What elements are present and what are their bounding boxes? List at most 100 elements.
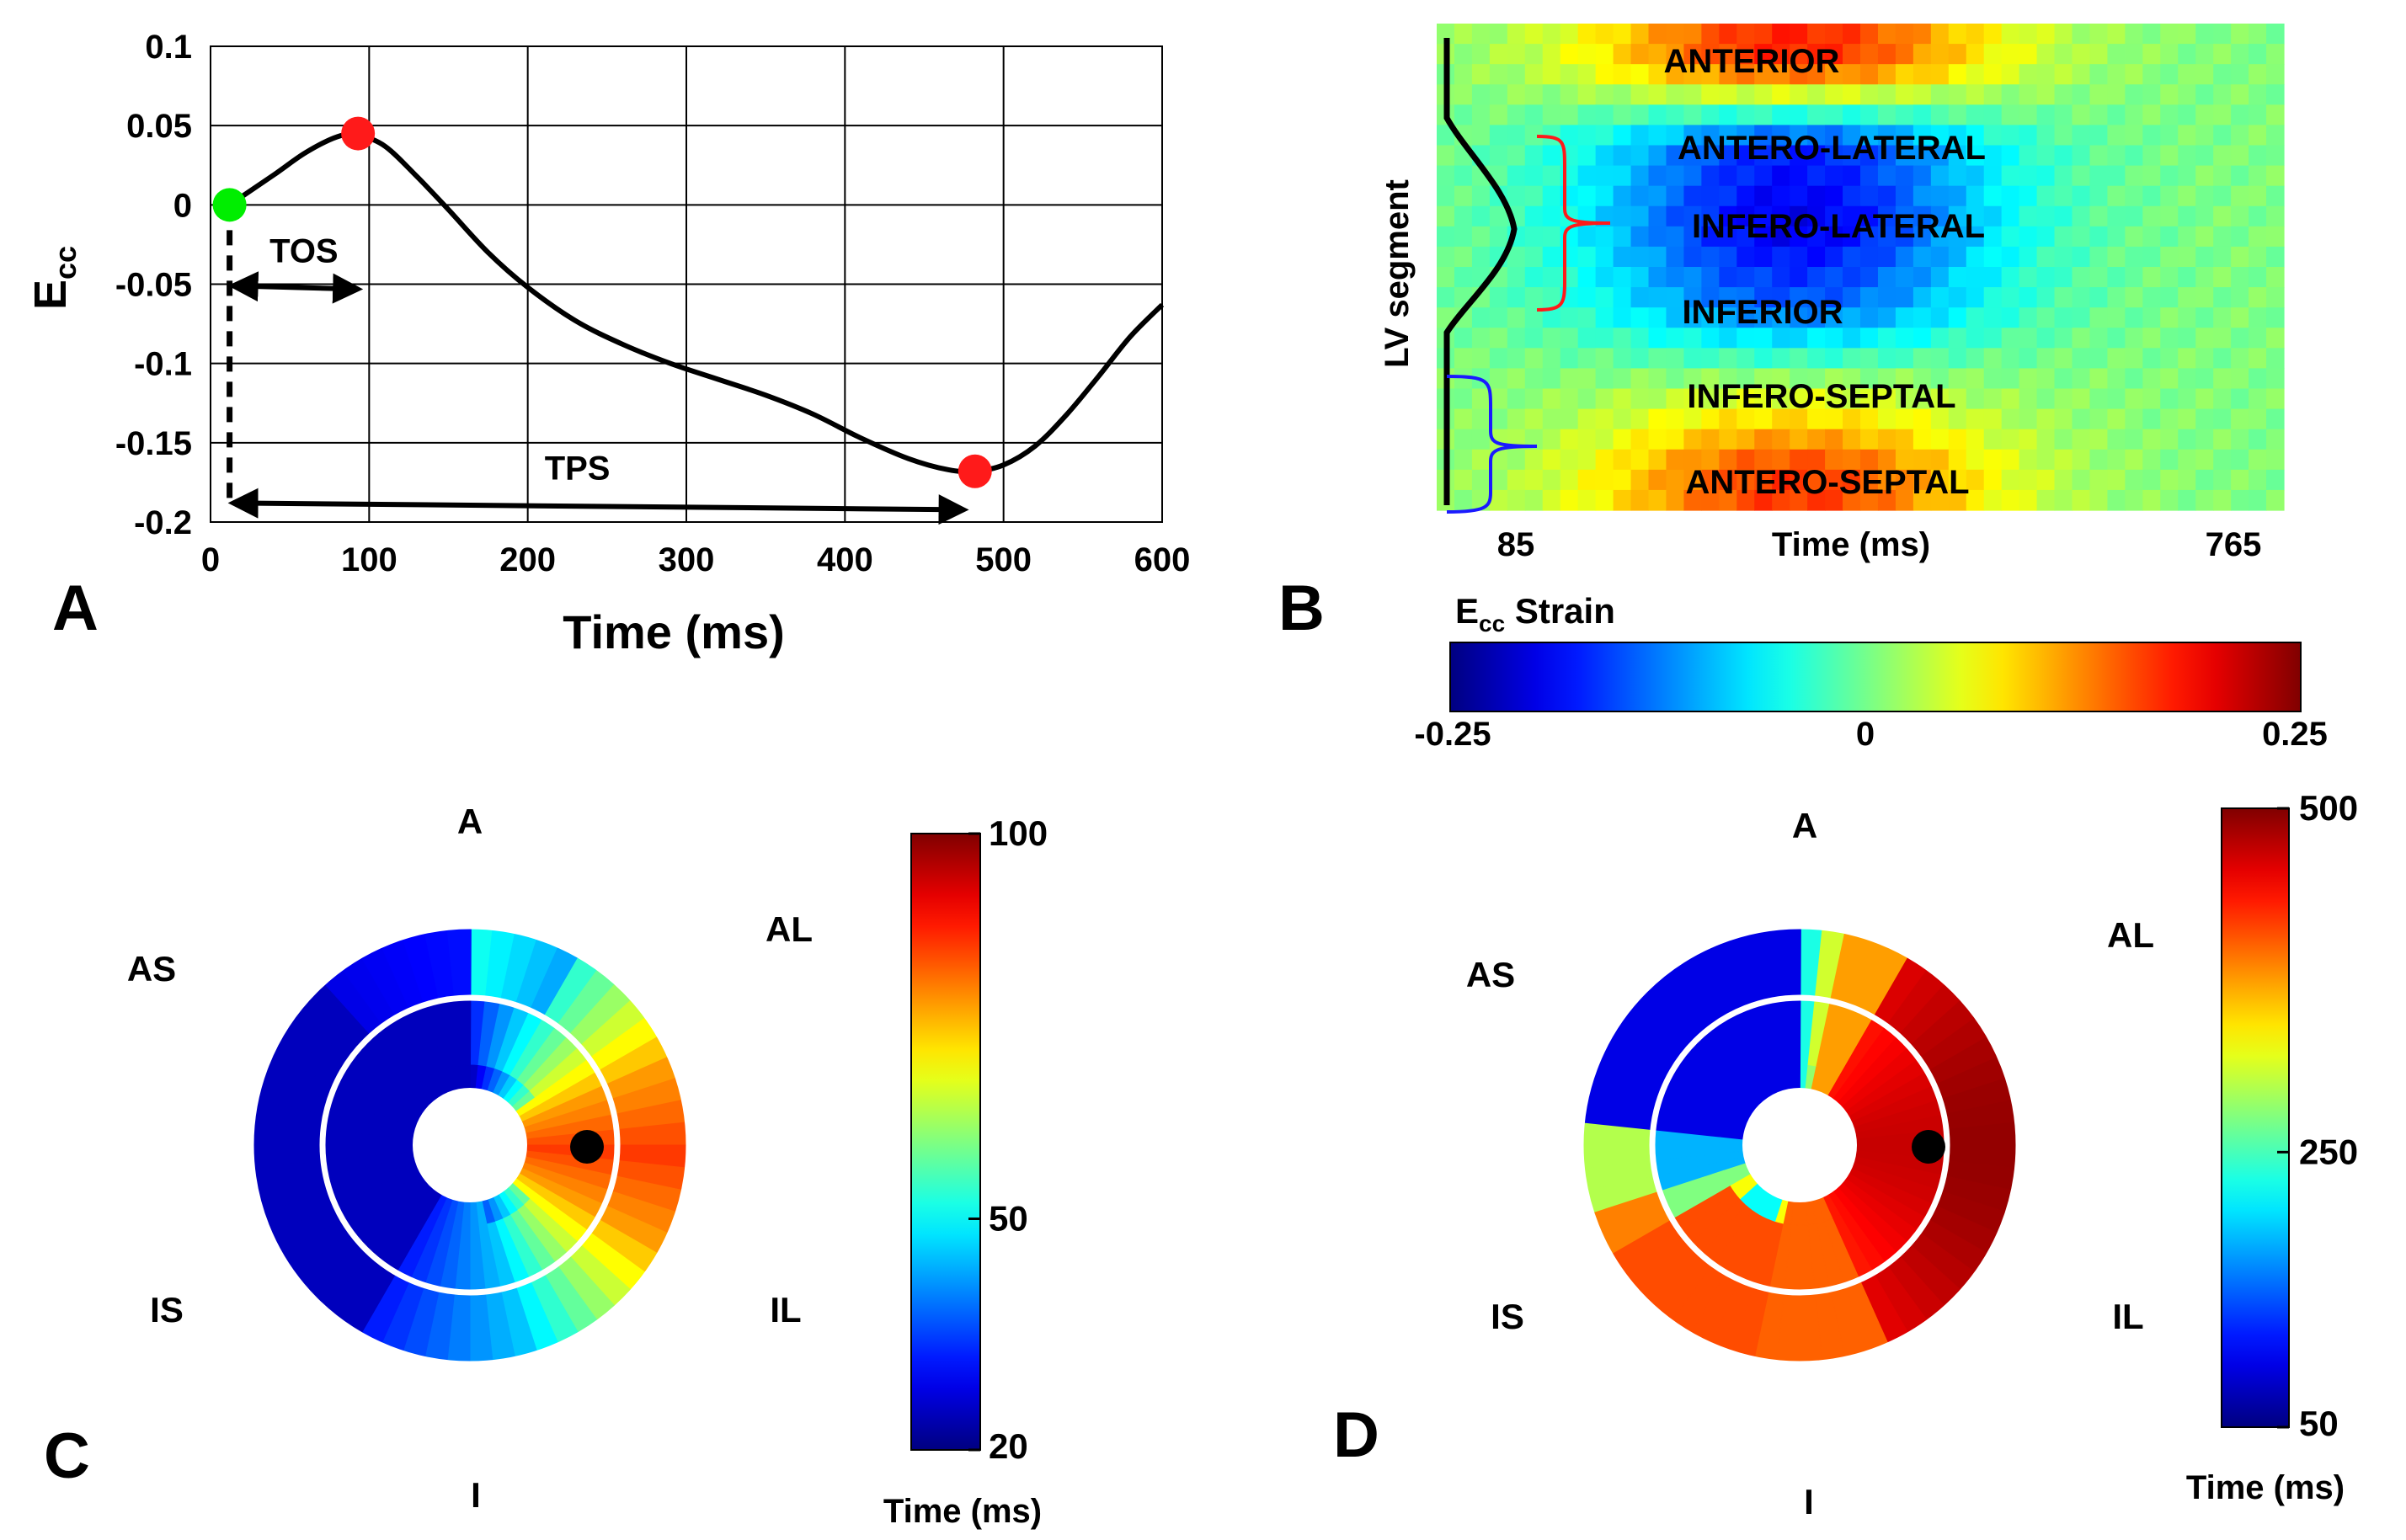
heatmap-cell — [1772, 44, 1790, 65]
heatmap-cell — [1895, 469, 1914, 491]
heatmap-cell — [2072, 388, 2091, 410]
tps-label-infero-lateral: IL — [2112, 1297, 2143, 1336]
heatmap-cell — [2072, 348, 2091, 370]
heatmap-cell — [2213, 104, 2232, 126]
heatmap-cell — [1913, 388, 1932, 410]
heatmap-cell — [2213, 205, 2232, 227]
panel-a-tps-label: TPS — [545, 450, 611, 487]
heatmap-cell — [1701, 307, 1720, 328]
septal-segments-blue-bracket — [1446, 375, 1538, 514]
panel-a-marker-peak-early — [341, 116, 376, 151]
heatmap-cell — [2072, 24, 2091, 45]
heatmap-cell — [1613, 24, 1632, 45]
heatmap-cell — [1630, 408, 1650, 430]
heatmap-cell — [2019, 226, 2038, 248]
colorbar-tick-label: 100 — [989, 813, 1048, 853]
heatmap-cell — [2019, 408, 2038, 430]
heatmap-cell — [1895, 328, 1914, 349]
heatmap-cell — [1772, 84, 1790, 105]
heatmap-cell — [1613, 287, 1632, 308]
heatmap-cell — [1507, 388, 1526, 410]
heatmap-cell — [1719, 246, 1737, 268]
heatmap-cell — [1948, 429, 1967, 450]
heatmap-cell — [2019, 368, 2038, 390]
heatmap-cell — [1913, 307, 1932, 328]
heatmap-cell — [1648, 145, 1667, 167]
heatmap-cell — [1913, 165, 1932, 187]
heatmap-cell — [1489, 145, 1508, 167]
heatmap-cell — [1630, 125, 1650, 147]
heatmap-cell — [2142, 469, 2161, 491]
heatmap-cell — [1683, 165, 1702, 187]
tps-latest-contraction-dot — [1912, 1130, 1945, 1164]
heatmap-cell — [1648, 328, 1667, 349]
heatmap-cell — [1683, 429, 1702, 450]
heatmap-cell — [2001, 388, 2020, 410]
panel-a-x-tick-label: 200 — [499, 541, 556, 578]
heatmap-cell — [2195, 287, 2214, 308]
heatmap-cell — [1595, 185, 1614, 207]
heatmap-cell — [1790, 328, 1808, 349]
heatmap-cell — [1790, 205, 1808, 227]
heatmap-cell — [2072, 429, 2091, 450]
heatmap-cell — [1843, 185, 1861, 207]
heatmap-cell — [1772, 125, 1790, 147]
heatmap-cell — [1577, 328, 1597, 349]
heatmap-cell — [1860, 44, 1879, 65]
heatmap-cell — [2178, 226, 2196, 248]
heatmap-cell — [2054, 408, 2073, 430]
heatmap-cell — [1754, 64, 1773, 85]
panel-a-x-tick-labels: 0 100 200 300 400 500 600 — [201, 541, 1191, 578]
heatmap-cell — [1595, 165, 1614, 187]
heatmap-cell — [1754, 185, 1773, 207]
heatmap-cell — [1807, 429, 1826, 450]
heatmap-cell — [1983, 246, 2003, 268]
heatmap-cell — [2072, 469, 2091, 491]
heatmap-cell — [1807, 185, 1826, 207]
segment-label-anterior: ANTERIOR — [1664, 43, 1840, 80]
heatmap-cell — [2072, 307, 2091, 328]
heatmap-cell — [1701, 469, 1720, 491]
heatmap-cell — [2054, 388, 2073, 410]
heatmap-cell — [1948, 125, 1967, 147]
heatmap-cell — [1560, 125, 1579, 147]
heatmap-cell — [1948, 64, 1967, 85]
heatmap-cell — [1930, 429, 1950, 450]
heatmap-cell — [2266, 328, 2285, 349]
segment-label-infero-septal: INFERO-SEPTAL — [1687, 378, 1955, 415]
heatmap-cell — [2089, 145, 2109, 167]
heatmap-cell — [1860, 287, 1879, 308]
tos-label-inferior: I — [471, 1475, 481, 1515]
heatmap-cell — [1719, 328, 1737, 349]
heatmap-cell — [2125, 64, 2143, 85]
heatmap-cell — [2266, 185, 2285, 207]
heatmap-cell — [1736, 125, 1755, 147]
heatmap-cell — [1913, 328, 1932, 349]
heatmap-cell — [1666, 267, 1685, 288]
heatmap-cell — [2266, 104, 2285, 126]
heatmap-cell — [2195, 64, 2214, 85]
heatmap-cell — [2107, 64, 2126, 85]
heatmap-cell — [1683, 408, 1702, 430]
heatmap-cell — [2160, 64, 2179, 85]
heatmap-cell — [1471, 469, 1491, 491]
heatmap-cell — [1471, 104, 1491, 126]
heatmap-cell — [2072, 489, 2091, 511]
heatmap-cell — [1524, 24, 1544, 45]
heatmap-cell — [2125, 125, 2143, 147]
heatmap-cell — [2089, 104, 2109, 126]
heatmap-cell — [2107, 348, 2126, 370]
heatmap-cell — [1719, 205, 1737, 227]
heatmap-cell — [1860, 489, 1879, 511]
heatmap-cell — [1613, 489, 1632, 511]
heatmap-cell — [1772, 226, 1790, 248]
heatmap-cell — [1948, 267, 1967, 288]
heatmap-cell — [1507, 185, 1526, 207]
heatmap-cell — [1790, 24, 1808, 45]
heatmap-cell — [2054, 368, 2073, 390]
heatmap-cell — [1454, 246, 1473, 268]
heatmap-cell — [1613, 328, 1632, 349]
heatmap-cell — [1560, 165, 1579, 187]
heatmap-cell — [1736, 165, 1755, 187]
heatmap-cell — [1736, 84, 1755, 105]
